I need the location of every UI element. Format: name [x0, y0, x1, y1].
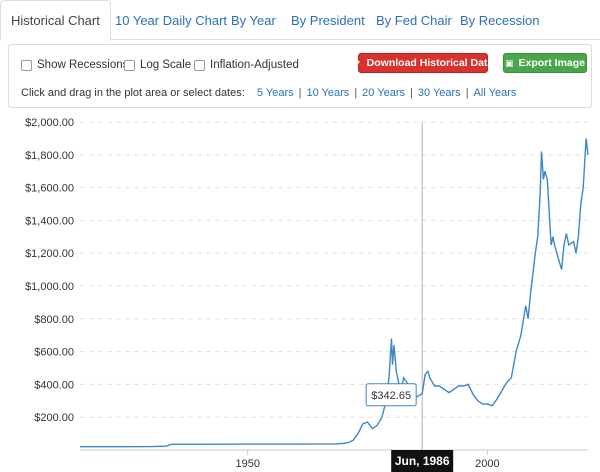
- tab-10-year-daily-chart[interactable]: 10 Year Daily Chart: [115, 13, 228, 28]
- download-historical-data-button[interactable]: ▼ Download Historical Data: [353, 53, 493, 73]
- log-scale-label: Log Scale: [140, 59, 192, 71]
- range-link-10-years[interactable]: 10 Years: [306, 87, 350, 99]
- checkbox-box[interactable]: [124, 59, 135, 71]
- range-link-all-years[interactable]: All Years: [473, 87, 517, 99]
- tooltip-value: $342.65: [371, 390, 411, 402]
- checkbox-box[interactable]: [21, 59, 32, 71]
- chart-options-panel: Show Recessions Log Scale Inflation-Adju…: [8, 44, 592, 108]
- range-separator: |: [465, 87, 469, 99]
- y-tick-label: $400.00: [34, 379, 74, 391]
- tab-by-president[interactable]: By President: [291, 13, 365, 28]
- inflation-adjusted-label: Inflation-Adjusted: [210, 59, 299, 71]
- range-separator: |: [298, 87, 302, 99]
- range-link-30-years[interactable]: 30 Years: [417, 87, 461, 99]
- y-tick-label: $800.00: [34, 314, 74, 326]
- date-range-selector: Click and drag in the plot area or selec…: [21, 87, 516, 99]
- tab-bar: Historical Chart 10 Year Daily Chart By …: [0, 0, 600, 41]
- export-button-label: Export Image: [518, 57, 586, 69]
- checkbox-box[interactable]: [194, 59, 205, 71]
- crosshair-date-label: Jun, 1986: [391, 450, 454, 472]
- show-recessions-label: Show Recessions: [37, 59, 129, 71]
- tab-by-recession[interactable]: By Recession: [460, 13, 540, 28]
- x-tick-label: 1950: [235, 458, 259, 470]
- download-button-label: Download Historical Data: [366, 57, 494, 69]
- crosshair-date-box: [391, 450, 454, 472]
- tab-by-year[interactable]: By Year: [231, 13, 276, 28]
- y-axis-ticks: $200.00 $400.00 $600.00 $800.00 $1,000.00 $1,…: [25, 117, 74, 424]
- tooltip-box: [365, 383, 417, 407]
- image-icon: ▣: [504, 57, 514, 68]
- range-separator: |: [354, 87, 358, 99]
- y-tick-label: $1,000.00: [25, 281, 74, 293]
- tab-historical-chart[interactable]: Historical Chart: [0, 0, 111, 41]
- export-image-button[interactable]: ▣ Export Image: [503, 53, 587, 73]
- show-recessions-checkbox[interactable]: Show Recessions: [21, 58, 128, 72]
- range-link-5-years[interactable]: 5 Years: [256, 87, 294, 99]
- price-series-line: [80, 138, 589, 448]
- y-tick-label: $1,400.00: [25, 215, 74, 227]
- y-tick-label: $1,800.00: [25, 150, 74, 162]
- x-tick-label: 2000: [475, 458, 499, 470]
- tab-by-fed-chair[interactable]: By Fed Chair: [376, 13, 452, 28]
- tooltip: $342.65: [365, 383, 417, 407]
- historical-price-chart[interactable]: $200.00 $400.00 $600.00 $800.00 $1,000.00 $1,…: [0, 110, 600, 472]
- y-tick-label: $1,600.00: [25, 183, 74, 195]
- x-axis-ticks: 1950 2000: [235, 450, 500, 470]
- range-link-20-years[interactable]: 20 Years: [362, 87, 405, 99]
- range-separator: |: [410, 87, 413, 99]
- y-tick-label: $200.00: [34, 412, 74, 424]
- date-range-prompt: Click and drag in the plot area or selec…: [21, 87, 245, 99]
- chart-gridlines: [80, 121, 588, 418]
- y-tick-label: $2,000.00: [25, 117, 74, 129]
- crosshair-date-text: Jun, 1986: [395, 454, 450, 468]
- log-scale-checkbox[interactable]: Log Scale: [124, 58, 191, 72]
- inflation-adjusted-checkbox[interactable]: Inflation-Adjusted: [194, 58, 299, 72]
- y-tick-label: $600.00: [34, 347, 74, 359]
- y-tick-label: $1,200.00: [25, 248, 74, 260]
- download-icon: ▼: [352, 58, 362, 68]
